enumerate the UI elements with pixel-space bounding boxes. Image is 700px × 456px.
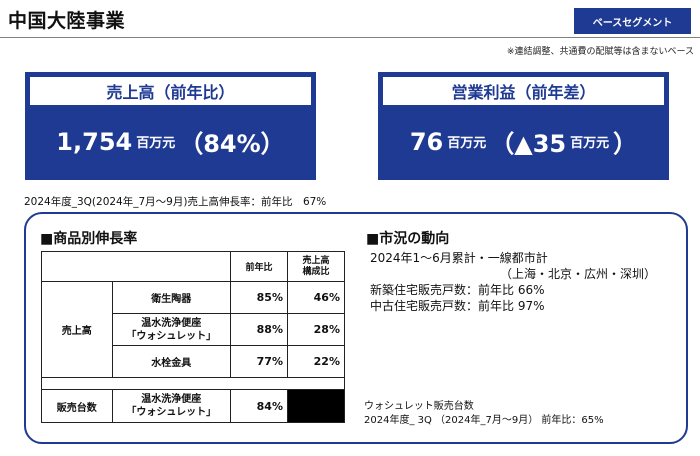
kpi-change: （84%） [179, 130, 285, 158]
ratio-value: 46% [287, 281, 345, 314]
market-line: 2024年1～6月累計・一線都市計 [370, 251, 548, 265]
masked-cell [287, 389, 345, 423]
yoy-value: 77% [230, 345, 288, 378]
table-header-empty [112, 251, 231, 282]
washlet-note-line: ウォシュレット販売台数 [364, 401, 474, 412]
kpi-label: 売上高（前年比） [30, 77, 311, 105]
product-name: 温水洗浄便座 「ウォシュレット」 [111, 389, 231, 423]
market-trend-text: 2024年1～6月累計・一線都市計 （上海・北京・広州・深圳） 新築住宅販売戸数… [370, 250, 656, 314]
kpi-unit: 百万元 [136, 136, 176, 151]
washlet-note-line: 2024年度_ 3Q （2024年_7月～9月） 前年比：65% [364, 415, 604, 426]
kpi-change: （▲35 [490, 130, 567, 158]
kpi-value-row: 1,754 百万元 （84%） [27, 105, 314, 178]
kpi-change-unit: 百万元 [570, 136, 610, 151]
yoy-value: 85% [230, 281, 288, 314]
product-name: 水栓金具 [111, 345, 231, 378]
product-name: 衛生陶器 [111, 281, 231, 314]
row-group-units: 販売台数 [41, 389, 113, 423]
footnote: ※連結調整、共通費の配賦等は含まないベース [506, 47, 694, 57]
col-header-ratio: 売上高 構成比 [287, 251, 345, 282]
market-line: 中古住宅販売戸数：前年比 97% [370, 299, 545, 313]
yoy-value: 88% [230, 313, 288, 346]
sales-growth-note: 2024年度_3Q(2024年_7月～9月)売上高伸長率：前年比 67% [24, 196, 327, 208]
market-line: （上海・北京・広州・深圳） [500, 267, 657, 281]
table-spacer-row [41, 377, 345, 390]
page-title: 中国大陸事業 [8, 10, 126, 32]
ratio-value: 28% [287, 313, 345, 346]
ratio-value: 22% [287, 345, 345, 378]
kpi-close-paren: ） [613, 130, 638, 158]
product-growth-heading: ■商品別伸長率 [40, 231, 138, 247]
row-group-sales: 売上高 [41, 281, 113, 378]
title-divider [0, 37, 700, 38]
kpi-value: 1,754 [56, 127, 133, 156]
product-name: 温水洗浄便座 「ウォシュレット」 [111, 313, 231, 346]
kpi-value: 76 [409, 127, 444, 156]
detail-panel [24, 212, 688, 444]
kpi-unit: 百万元 [447, 136, 487, 151]
washlet-sales-note: ウォシュレット販売台数 2024年度_ 3Q （2024年_7月～9月） 前年比… [364, 400, 604, 428]
product-growth-table: 前年比 売上高 構成比 売上高 衛生陶器 85% 46% 温水洗浄便座 「ウォシ… [41, 251, 345, 423]
market-heading: ■市況の動向 [366, 231, 450, 247]
segment-badge: ベースセグメント [574, 8, 691, 34]
kpi-value-row: 76 百万元 （▲35 百万元 ） [380, 105, 667, 178]
table-header-empty [41, 251, 112, 282]
col-header-yoy: 前年比 [230, 251, 288, 282]
yoy-value: 84% [230, 389, 288, 423]
market-line: 新築住宅販売戸数：前年比 66% [370, 283, 545, 297]
kpi-label: 営業利益（前年差） [383, 77, 664, 105]
kpi-card-operating-profit: 営業利益（前年差） 76 百万元 （▲35 百万元 ） [378, 72, 669, 180]
kpi-card-sales: 売上高（前年比） 1,754 百万元 （84%） [25, 72, 316, 180]
